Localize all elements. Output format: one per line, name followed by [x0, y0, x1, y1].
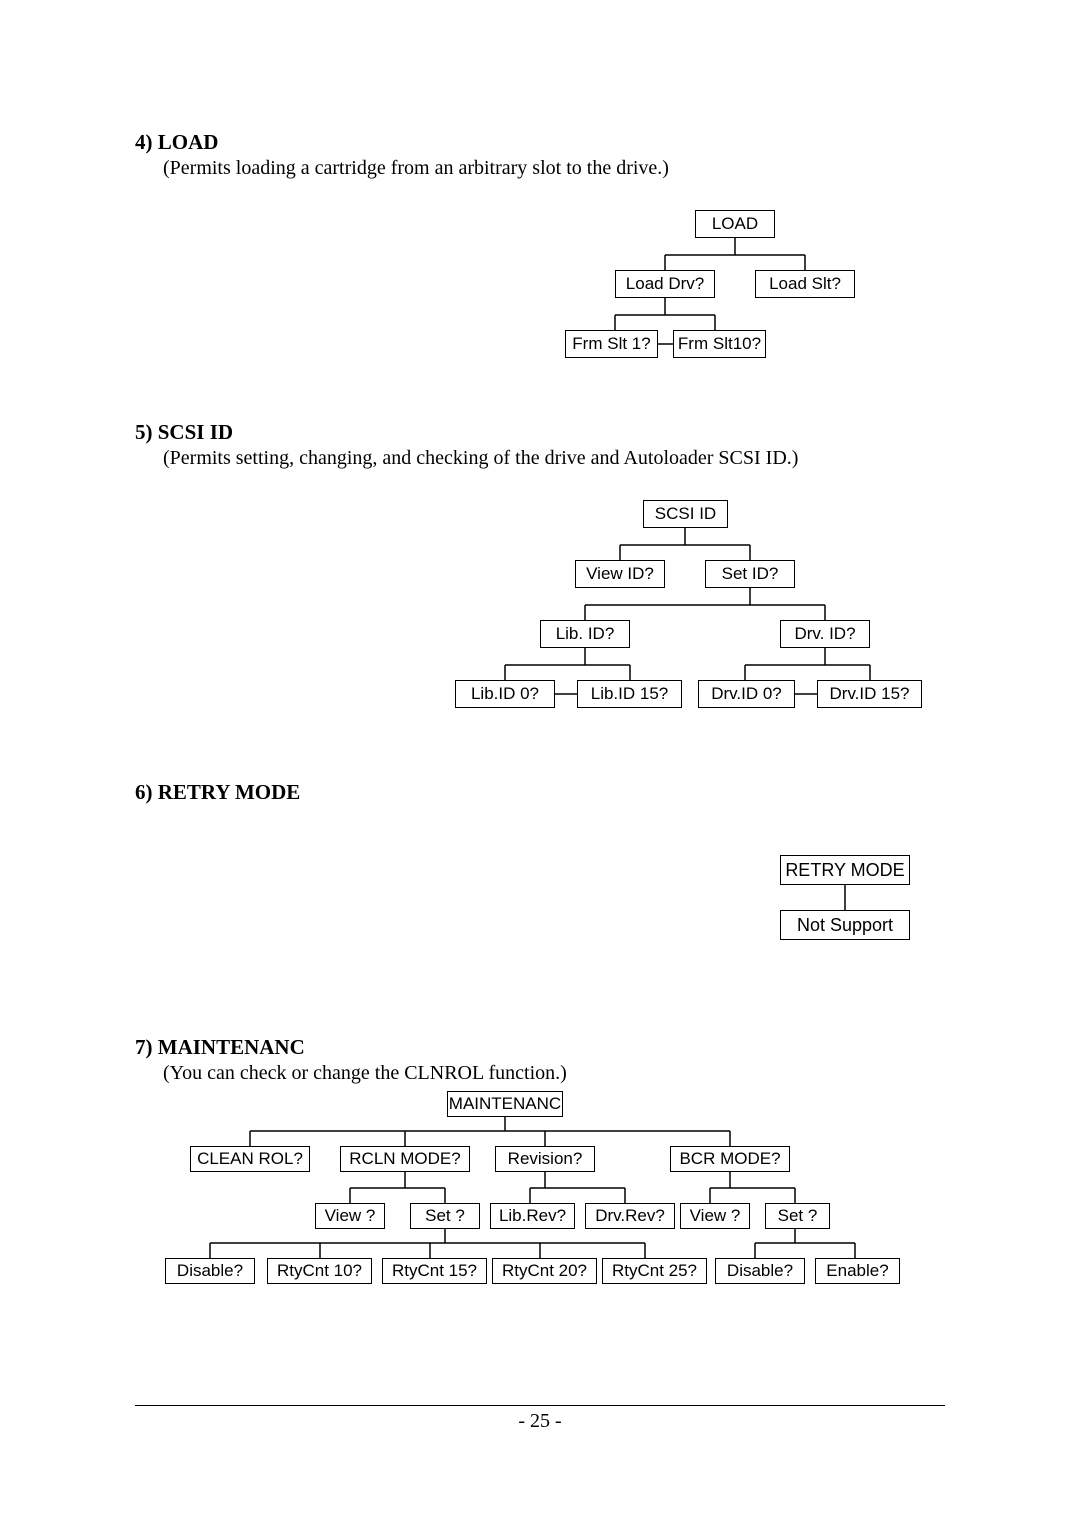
node-libid15: Lib.ID 15? [577, 680, 682, 708]
heading-scsi: 5) SCSI ID [135, 420, 945, 445]
node-load-slt: Load Slt? [755, 270, 855, 298]
node-not-support: Not Support [780, 910, 910, 940]
node-libid0: Lib.ID 0? [455, 680, 555, 708]
node-scsi-root: SCSI ID [643, 500, 728, 528]
node-load-root: LOAD [695, 210, 775, 238]
page-number: - 25 - [518, 1410, 561, 1432]
node-frm-slt10: Frm Slt10? [673, 330, 766, 358]
node-disable-bcr: Disable? [715, 1258, 805, 1284]
node-maint-root: MAINTENANC [447, 1091, 563, 1117]
diagram-scsi: SCSI ID View ID? Set ID? Lib. ID? Drv. I… [425, 500, 945, 730]
node-set-bcr: Set ? [765, 1203, 830, 1229]
node-revision: Revision? [495, 1146, 595, 1172]
page-content: 4) LOAD (Permits loading a cartridge fro… [135, 130, 945, 1351]
desc-maint: (You can check or change the CLNROL func… [163, 1062, 945, 1085]
node-load-drv: Load Drv? [615, 270, 715, 298]
node-drvid0: Drv.ID 0? [698, 680, 795, 708]
node-frm-slt1: Frm Slt 1? [565, 330, 658, 358]
node-rtycnt10: RtyCnt 10? [267, 1258, 372, 1284]
heading-retry: 6) RETRY MODE [135, 780, 945, 805]
node-set-id: Set ID? [705, 560, 795, 588]
node-set-rcln: Set ? [410, 1203, 480, 1229]
node-disable-rcln: Disable? [165, 1258, 255, 1284]
node-view-rcln: View ? [315, 1203, 385, 1229]
heading-maint: 7) MAINTENANC [135, 1035, 945, 1060]
node-drvrev: Drv.Rev? [585, 1203, 675, 1229]
diagram-maint: MAINTENANC CLEAN ROL? RCLN MODE? Revisio… [135, 1091, 945, 1301]
node-rclnmode: RCLN MODE? [340, 1146, 470, 1172]
node-drv-id: Drv. ID? [780, 620, 870, 648]
node-lib-id: Lib. ID? [540, 620, 630, 648]
desc-load: (Permits loading a cartridge from an arb… [163, 157, 945, 180]
node-rtycnt15: RtyCnt 15? [382, 1258, 487, 1284]
heading-load: 4) LOAD [135, 130, 945, 155]
diagram-retry: RETRY MODE Not Support [745, 855, 945, 955]
node-rtycnt25: RtyCnt 25? [602, 1258, 707, 1284]
node-view-bcr: View ? [680, 1203, 750, 1229]
node-cleanrol: CLEAN ROL? [190, 1146, 310, 1172]
node-enable-bcr: Enable? [815, 1258, 900, 1284]
node-bcrmode: BCR MODE? [670, 1146, 790, 1172]
node-drvid15: Drv.ID 15? [817, 680, 922, 708]
node-rtycnt20: RtyCnt 20? [492, 1258, 597, 1284]
node-retry-root: RETRY MODE [780, 855, 910, 885]
node-view-id: View ID? [575, 560, 665, 588]
desc-scsi: (Permits setting, changing, and checking… [163, 447, 945, 470]
page-footer: - 25 - [135, 1405, 945, 1433]
diagram-load: LOAD Load Drv? Load Slt? Frm Slt 1? Frm … [525, 210, 945, 370]
node-librev: Lib.Rev? [490, 1203, 575, 1229]
